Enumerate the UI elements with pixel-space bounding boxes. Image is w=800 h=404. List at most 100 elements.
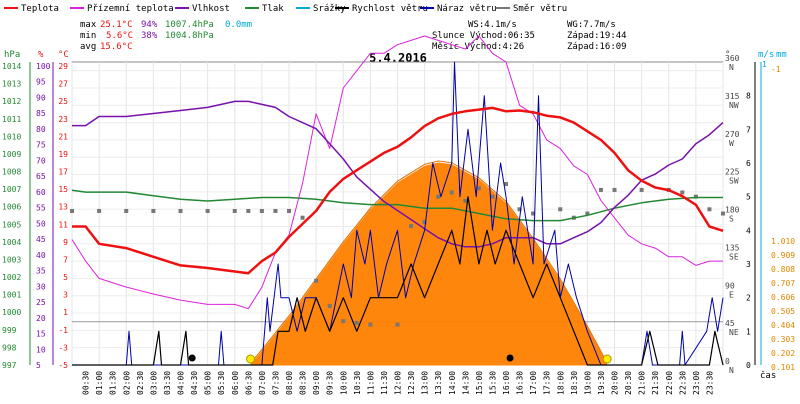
smer-point-32 <box>612 187 617 192</box>
tick-mm-2: 0.909 <box>771 251 795 260</box>
tick-pct-11: 45 <box>36 235 46 244</box>
tick-hpa-14: 1000 <box>2 308 21 317</box>
smer-point-14 <box>341 319 346 324</box>
tick-ms-6: 2 <box>746 294 751 303</box>
tick-mm-8: 0.303 <box>771 335 795 344</box>
legend-label-3: Tlak <box>262 4 284 14</box>
tick-dir-card-4: S <box>729 215 734 224</box>
tick-mm-3: 0.808 <box>771 265 795 274</box>
tick-pct-6: 70 <box>36 156 46 165</box>
tick-time-20: 10:30 <box>353 371 362 395</box>
smer-point-38 <box>721 211 725 216</box>
series-lines <box>70 35 725 366</box>
smer-point-22 <box>463 198 468 203</box>
tick-pct-15: 25 <box>36 298 46 307</box>
tick-degc-11: 7 <box>63 255 68 264</box>
tick-time-11: 06:00 <box>231 371 240 395</box>
tick-dir-deg-0: 360 <box>725 54 740 63</box>
tick-pct-19: 5 <box>36 361 41 370</box>
smer-point-31 <box>598 187 603 192</box>
tick-degc-4: 21 <box>58 132 68 141</box>
smer-point-1 <box>97 208 102 213</box>
smer-point-0 <box>70 208 74 213</box>
tick-time-22: 11:30 <box>380 371 389 395</box>
tick-hpa-7: 1007 <box>2 185 21 194</box>
legend: Teplota Přízemní teplota Vlhkost Tlak Srážky… <box>4 4 567 14</box>
tick-hpa-6: 1008 <box>2 168 21 177</box>
smer-point-27 <box>531 211 536 216</box>
tick-time-41: 21:00 <box>638 371 647 395</box>
series-teplota <box>72 106 724 275</box>
info-mesic: Měsíc Východ:4:26 <box>432 42 524 52</box>
tick-degc-12: 5 <box>63 273 68 282</box>
tick-time-36: 18:30 <box>570 371 579 395</box>
smer-point-8 <box>259 208 264 213</box>
tick-time-13: 07:00 <box>258 371 267 395</box>
smer-point-13 <box>327 304 332 309</box>
stats-max-hum: 94% <box>141 20 158 30</box>
tick-time-26: 13:30 <box>434 371 443 395</box>
tick-hpa-13: 1001 <box>2 291 21 300</box>
tick-time-29: 15:00 <box>475 371 484 395</box>
smer-point-17 <box>395 322 400 327</box>
stats-avg-temp: 15.6°C <box>100 42 133 52</box>
tick-time-33: 17:00 <box>529 371 538 395</box>
sunshine-curve <box>250 160 608 364</box>
stats-max-rain: 0.0mm <box>225 20 252 30</box>
tick-time-3: 02:00 <box>122 371 131 395</box>
sunshine-fill <box>249 162 609 366</box>
tick-ms-8: 0 <box>746 361 751 370</box>
tick-hpa-17: 997 <box>2 361 17 370</box>
series-vlhkost <box>72 100 724 248</box>
sunshine-area <box>249 160 609 366</box>
tick-degc-16: -3 <box>58 343 68 352</box>
unit-hpa: hPa <box>4 50 20 60</box>
tick-degc-13: 3 <box>63 291 68 300</box>
info-mesic-zapad: Západ:16:09 <box>567 42 627 52</box>
tick-ms-2: 6 <box>746 159 751 168</box>
tick-time-4: 02:30 <box>136 371 145 395</box>
tick-time-46: 23:30 <box>705 371 714 395</box>
tick-degc-8: 13 <box>58 203 68 212</box>
series-rychlost <box>72 196 724 366</box>
tick-time-5: 03:00 <box>149 371 158 395</box>
tick-mm-1: 1.010 <box>771 237 795 246</box>
smer-point-12 <box>314 278 319 283</box>
series-tlak <box>71 189 723 222</box>
tick-mm-10: 0.101 <box>771 363 795 372</box>
tick-time-39: 20:00 <box>611 371 620 395</box>
tick-dir-card-6: E <box>729 290 734 299</box>
tick-time-35: 18:00 <box>556 371 565 395</box>
smer-point-18 <box>409 224 414 229</box>
tick-mm-4: 0.707 <box>771 279 795 288</box>
tick-degc-1: 27 <box>58 80 68 89</box>
tick-dir-card-5: SE <box>729 252 739 261</box>
smer-point-9 <box>273 208 278 213</box>
tick-mm-9: 0.202 <box>771 349 795 358</box>
tick-time-9: 05:00 <box>204 371 213 395</box>
smer-point-26 <box>517 207 522 212</box>
unit-deg: ° <box>725 50 730 60</box>
tick-time-44: 22:30 <box>678 371 687 395</box>
tick-hpa-12: 1002 <box>2 273 21 282</box>
unit-pct: % <box>38 50 44 60</box>
smer-point-20 <box>436 194 441 199</box>
info-slunce: Slunce Východ:06:35 <box>432 31 535 41</box>
tick-degc-17: -5 <box>58 361 68 370</box>
tick-time-18: 09:30 <box>326 371 335 395</box>
tick-time-1: 01:00 <box>95 371 104 395</box>
stats-block: max 25.1°C 94% 1007.4hPa 0.0mm min 5.6°C… <box>80 20 252 52</box>
smer-point-37 <box>707 207 712 212</box>
tick-time-24: 12:30 <box>407 371 416 395</box>
tick-dir-card-8: N <box>729 366 734 375</box>
smer-point-21 <box>449 190 454 195</box>
tick-time-23: 12:00 <box>394 371 403 395</box>
smer-point-5 <box>205 208 210 213</box>
tick-mm-5: 0.606 <box>771 293 795 302</box>
info-ws: WS:4.1m/s <box>468 20 517 30</box>
tick-hpa-8: 1006 <box>2 203 21 212</box>
legend-label-7: Směr větru <box>513 4 567 14</box>
tick-time-14: 07:30 <box>271 371 280 395</box>
tick-dir-card-0: N <box>729 63 734 72</box>
stats-min-temp: 5.6°C <box>106 31 133 41</box>
